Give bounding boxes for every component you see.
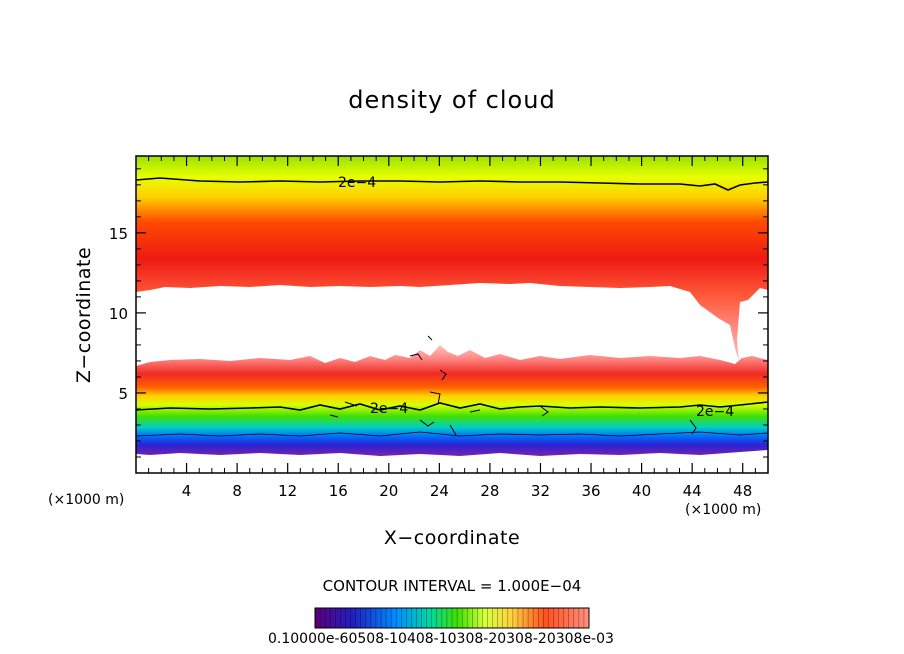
x-axis-unit: (×1000 m) — [685, 502, 762, 518]
field-layer: 2e−4 2e−4 2e−4 — [136, 156, 768, 456]
colorbar-segments — [319, 608, 585, 628]
x-tick-label-0: 4 — [182, 482, 192, 500]
lower-cloud-band — [136, 345, 768, 456]
x-tick-label-5: 24 — [430, 482, 449, 500]
contour-label-top: 2e−4 — [338, 175, 376, 191]
y-tick-label-2: 15 — [109, 225, 128, 243]
chart-title: density of cloud — [348, 86, 556, 114]
y-axis-unit: (×1000 m) — [48, 492, 125, 508]
x-tick-label-4: 20 — [379, 482, 398, 500]
contour-patches — [329, 335, 697, 436]
x-tick-label-9: 40 — [632, 482, 651, 500]
x-tick-label-10: 44 — [683, 482, 702, 500]
contour-label-bottom-right: 2e−4 — [696, 404, 734, 420]
y-tick-label-0: 5 — [118, 385, 128, 403]
x-tick-label-11: 48 — [733, 482, 752, 500]
contour-line-thin-lower — [136, 431, 768, 437]
contour-label-bottom-left: 2e−4 — [370, 401, 408, 417]
y-tick-label-1: 10 — [109, 305, 128, 323]
x-tick-label-8: 36 — [581, 482, 600, 500]
contour-line-upper — [136, 177, 768, 191]
x-tick-label-2: 12 — [278, 482, 297, 500]
colorbar-tick-labels: 0.10000e-60508-10408-10308-20308-20308e-… — [268, 631, 614, 647]
y-axis-ticks: 5 10 15 — [109, 168, 768, 458]
upper-cloud-band — [136, 156, 768, 362]
x-tick-label-7: 32 — [531, 482, 550, 500]
x-axis-label: X−coordinate — [383, 527, 521, 549]
x-axis-ticks: 4 8 12 16 20 24 28 32 36 40 44 48 — [148, 156, 756, 500]
x-tick-label-6: 28 — [480, 482, 499, 500]
contour-interval-label: CONTOUR INTERVAL = 1.000E−04 — [322, 577, 582, 595]
contour-line-lower — [136, 401, 768, 411]
x-tick-label-3: 16 — [329, 482, 348, 500]
x-tick-label-1: 8 — [232, 482, 242, 500]
